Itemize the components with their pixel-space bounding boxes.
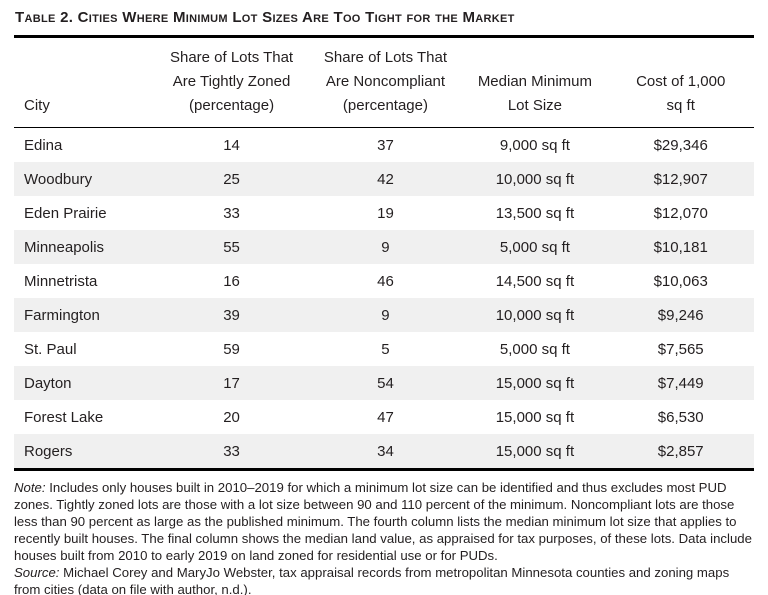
note-label: Note:: [14, 480, 46, 495]
table-row: Woodbury 25 42 10,000 sq ft $12,907: [14, 162, 754, 196]
table-row: Rogers 33 34 15,000 sq ft $2,857: [14, 434, 754, 470]
cell-median-lot-size: 15,000 sq ft: [495, 374, 575, 392]
cell-cost: $7,449: [657, 374, 704, 392]
cell-city: Minnetrista: [24, 272, 98, 290]
cell-noncompliant: 9: [381, 238, 390, 256]
cell-tightly-zoned: 55: [223, 238, 240, 256]
cell-tightly-zoned: 33: [223, 442, 240, 460]
cell-noncompliant: 42: [377, 170, 394, 188]
cell-noncompliant: 46: [377, 272, 394, 290]
cell-tightly-zoned: 59: [223, 340, 240, 358]
cell-cost: $9,246: [657, 306, 704, 324]
cell-median-lot-size: 10,000 sq ft: [495, 170, 575, 188]
table-row: Edina 14 37 9,000 sq ft $29,346: [14, 128, 754, 163]
table-row: Forest Lake 20 47 15,000 sq ft $6,530: [14, 400, 754, 434]
cell-noncompliant: 37: [377, 136, 394, 154]
header-row: City Share of Lots That Are Tightly Zone…: [14, 36, 754, 128]
table-row: Dayton 17 54 15,000 sq ft $7,449: [14, 366, 754, 400]
cell-noncompliant: 19: [377, 204, 394, 222]
cell-noncompliant: 54: [377, 374, 394, 392]
cell-noncompliant: 5: [381, 340, 390, 358]
cell-tightly-zoned: 33: [223, 204, 240, 222]
cell-tightly-zoned: 14: [223, 136, 240, 154]
cell-median-lot-size: 5,000 sq ft: [499, 238, 570, 256]
table-note: Note: Includes only houses built in 2010…: [14, 479, 754, 564]
cell-city: Minneapolis: [24, 238, 105, 256]
cell-median-lot-size: 9,000 sq ft: [499, 136, 570, 154]
cell-cost: $6,530: [657, 408, 704, 426]
cell-tightly-zoned: 16: [223, 272, 240, 290]
cell-median-lot-size: 13,500 sq ft: [495, 204, 575, 222]
cell-noncompliant: 47: [377, 408, 394, 426]
table-title: Table 2. Cities Where Minimum Lot Sizes …: [15, 9, 515, 26]
col-header-median-lot-size: Median Minimum Lot Size: [462, 36, 608, 128]
source-text: Michael Corey and MaryJo Webster, tax ap…: [14, 565, 730, 595]
cell-cost: $29,346: [653, 136, 708, 154]
table-row: Minnetrista 16 46 14,500 sq ft $10,063: [14, 264, 754, 298]
cell-tightly-zoned: 39: [223, 306, 240, 324]
cell-tightly-zoned: 20: [223, 408, 240, 426]
cell-cost: $10,063: [653, 272, 708, 290]
cell-median-lot-size: 10,000 sq ft: [495, 306, 575, 324]
cell-median-lot-size: 15,000 sq ft: [495, 408, 575, 426]
cell-noncompliant: 34: [377, 442, 394, 460]
cell-noncompliant: 9: [381, 306, 390, 324]
col-header-noncompliant: Share of Lots That Are Noncompliant (per…: [308, 36, 463, 128]
cell-cost: $12,907: [653, 170, 708, 188]
note-text: Includes only houses built in 2010–2019 …: [14, 480, 752, 563]
table-row: Eden Prairie 33 19 13,500 sq ft $12,070: [14, 196, 754, 230]
cell-city: Farmington: [24, 306, 100, 324]
table-row: Minneapolis 55 9 5,000 sq ft $10,181: [14, 230, 754, 264]
cell-tightly-zoned: 17: [223, 374, 240, 392]
cell-median-lot-size: 15,000 sq ft: [495, 442, 575, 460]
cell-cost: $2,857: [657, 442, 704, 460]
cell-median-lot-size: 5,000 sq ft: [499, 340, 570, 358]
cell-city: Dayton: [24, 374, 72, 392]
cell-cost: $12,070: [653, 204, 708, 222]
source-label: Source:: [14, 565, 60, 580]
cell-median-lot-size: 14,500 sq ft: [495, 272, 575, 290]
table-source: Source: Michael Corey and MaryJo Webster…: [14, 564, 754, 595]
cell-city: St. Paul: [24, 340, 77, 358]
cell-city: Eden Prairie: [24, 204, 107, 222]
cell-cost: $10,181: [653, 238, 708, 256]
cell-tightly-zoned: 25: [223, 170, 240, 188]
table-row: St. Paul 59 5 5,000 sq ft $7,565: [14, 332, 754, 366]
cell-city: Forest Lake: [24, 408, 104, 426]
data-table: City Share of Lots That Are Tightly Zone…: [14, 35, 754, 471]
table-row: Farmington 39 9 10,000 sq ft $9,246: [14, 298, 754, 332]
cell-cost: $7,565: [657, 340, 704, 358]
cell-city: Woodbury: [24, 170, 93, 188]
col-header-cost: Cost of 1,000 sq ft: [607, 36, 754, 128]
col-header-city: City: [14, 36, 155, 128]
cell-city: Rogers: [24, 442, 73, 460]
cell-city: Edina: [24, 136, 63, 154]
col-header-tightly-zoned: Share of Lots That Are Tightly Zoned (pe…: [154, 36, 309, 128]
